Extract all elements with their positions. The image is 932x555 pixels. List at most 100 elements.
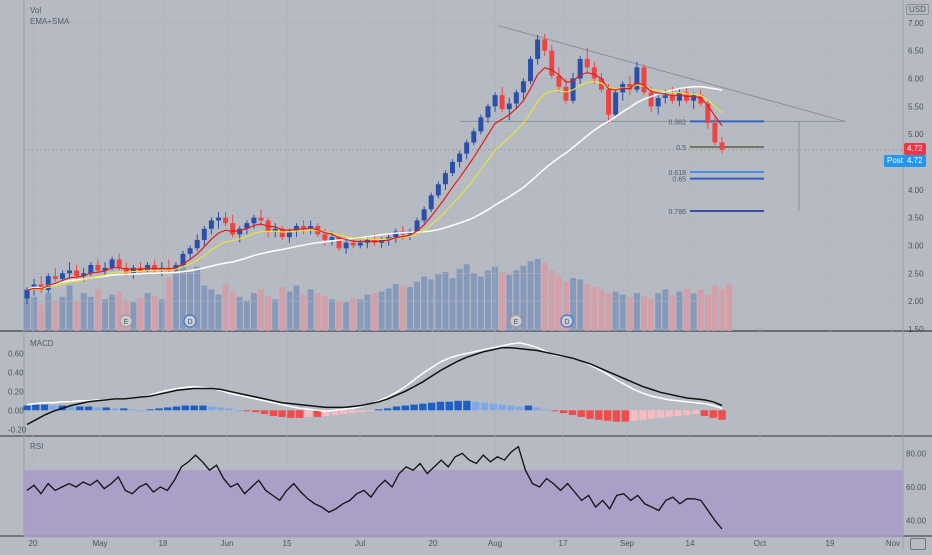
candle-body bbox=[655, 97, 661, 107]
macd-histogram-bar bbox=[700, 410, 709, 416]
volume-bar bbox=[116, 291, 123, 331]
macd-histogram-bar bbox=[419, 403, 427, 411]
volume-bar bbox=[414, 281, 421, 331]
macd-histogram-bar bbox=[172, 406, 181, 411]
macd-histogram-bar bbox=[410, 404, 418, 411]
candle bbox=[577, 56, 583, 85]
volume-bar bbox=[172, 274, 179, 331]
candle-body bbox=[421, 209, 427, 221]
volume-bar bbox=[726, 284, 733, 331]
volume-bar bbox=[328, 299, 335, 331]
macd-histogram-bar bbox=[533, 407, 541, 411]
volume-bar bbox=[648, 299, 655, 331]
candle-body bbox=[591, 67, 597, 79]
macd-histogram-bar bbox=[287, 410, 295, 418]
candle-body bbox=[428, 195, 434, 210]
macd-y-tick-label: 0.20 bbox=[8, 387, 24, 396]
candle bbox=[301, 220, 307, 235]
fib-level-label: 0.5 bbox=[676, 145, 686, 152]
settings-icon[interactable] bbox=[910, 538, 926, 550]
volume-bar bbox=[215, 294, 222, 331]
volume-bar bbox=[130, 302, 137, 331]
candle bbox=[471, 128, 477, 146]
candle bbox=[393, 228, 399, 243]
candle bbox=[251, 214, 257, 229]
volume-bar bbox=[449, 277, 456, 331]
volume-bar bbox=[598, 289, 605, 331]
macd-histogram-bar bbox=[595, 410, 603, 420]
candle bbox=[45, 273, 51, 293]
macd-histogram-bar bbox=[199, 405, 207, 411]
volume-bar bbox=[520, 265, 527, 331]
indicator-label: EMA+SMA bbox=[30, 17, 70, 26]
fib-level-label: 0.382 bbox=[668, 119, 686, 126]
macd-histogram-bar bbox=[111, 408, 119, 411]
candle-body bbox=[301, 226, 307, 229]
volume-bar bbox=[66, 285, 73, 331]
candle-body bbox=[223, 217, 229, 224]
volume-bar bbox=[265, 296, 272, 331]
candle-body bbox=[201, 228, 207, 240]
volume-bar bbox=[690, 293, 697, 331]
candle-body bbox=[187, 248, 193, 254]
candle-body bbox=[251, 217, 257, 224]
currency-label[interactable]: USD bbox=[906, 4, 929, 15]
candle-body bbox=[492, 95, 498, 107]
candle-body bbox=[698, 95, 704, 104]
candle bbox=[655, 92, 661, 115]
macd-histogram-bar bbox=[674, 410, 682, 416]
candle bbox=[556, 67, 562, 93]
volume-bar bbox=[421, 276, 428, 331]
candle bbox=[435, 181, 441, 199]
x-tick-label: Jun bbox=[221, 539, 234, 548]
volume-bar bbox=[45, 293, 52, 331]
volume-bar bbox=[151, 296, 158, 331]
candle-body bbox=[59, 273, 65, 279]
volume-bar bbox=[272, 299, 279, 331]
volume-bar bbox=[52, 300, 59, 331]
x-tick-label: 14 bbox=[686, 539, 695, 548]
event-marker-label: E bbox=[514, 319, 519, 326]
candle-body bbox=[669, 95, 675, 101]
volume-bar bbox=[250, 293, 257, 331]
macd-histogram-bar bbox=[269, 410, 278, 416]
candle bbox=[641, 64, 647, 96]
macd-histogram-bar bbox=[84, 406, 93, 411]
candle-body bbox=[613, 92, 619, 115]
macd-title: MACD bbox=[30, 339, 54, 348]
event-marker-circle bbox=[509, 314, 523, 328]
candle bbox=[159, 262, 165, 277]
candle-body bbox=[74, 270, 80, 277]
candle-body bbox=[272, 228, 278, 232]
candle bbox=[180, 251, 186, 268]
macd-y-tick-label: 0.00 bbox=[8, 406, 24, 415]
candle-body bbox=[513, 92, 519, 104]
macd-histogram-bar bbox=[639, 410, 647, 420]
rsi-y-tick-label: 80.00 bbox=[906, 449, 927, 458]
y-tick-label: 2.00 bbox=[908, 297, 924, 306]
volume-bar bbox=[343, 302, 350, 331]
x-tick-label: May bbox=[92, 539, 107, 548]
x-tick-label: 18 bbox=[159, 539, 168, 548]
candle-body bbox=[215, 217, 221, 221]
volume-bar bbox=[477, 276, 484, 331]
macd-histogram-bar bbox=[278, 410, 286, 417]
candle bbox=[719, 136, 725, 154]
volume-bar bbox=[399, 285, 406, 331]
candle-body bbox=[542, 39, 548, 51]
volume-bar bbox=[719, 289, 725, 331]
macd-histogram-bar bbox=[234, 410, 242, 412]
macd-histogram-bar bbox=[340, 410, 348, 415]
volume-bar bbox=[102, 299, 108, 331]
candle-body bbox=[435, 184, 441, 196]
macd-histogram-bar bbox=[436, 401, 445, 411]
candle bbox=[201, 226, 207, 246]
macd-histogram-bar bbox=[718, 410, 726, 420]
x-tick-label: Aug bbox=[488, 539, 502, 548]
macd-histogram-bar bbox=[243, 410, 251, 412]
macd-histogram-bar bbox=[603, 410, 612, 421]
macd-histogram-bar bbox=[304, 410, 313, 417]
candle bbox=[258, 209, 264, 226]
volume-bar bbox=[144, 293, 151, 331]
